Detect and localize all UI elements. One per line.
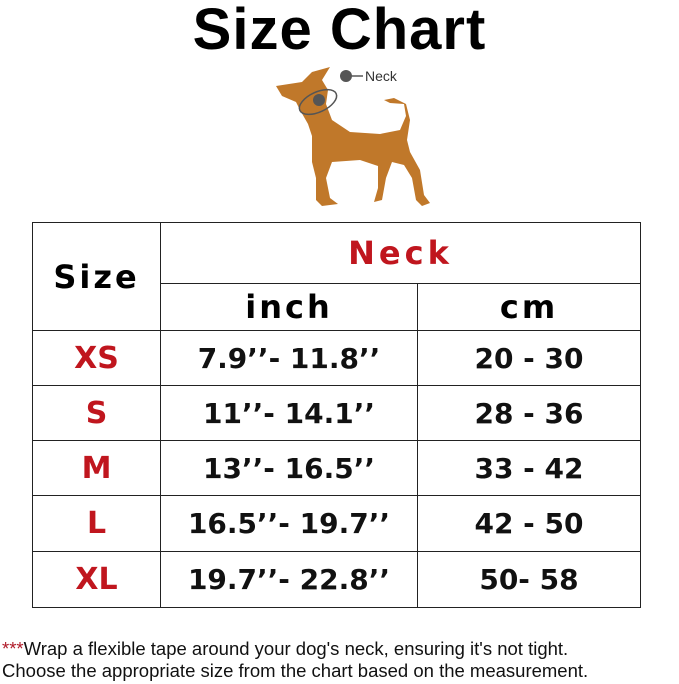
size-cell: XS <box>32 330 161 386</box>
size-header: Size <box>32 222 161 331</box>
inch-cell: 16.5’’- 19.7’’ <box>160 495 418 552</box>
size-cell: L <box>32 495 161 552</box>
inch-cell: 19.7’’- 22.8’’ <box>160 551 418 608</box>
cm-cell: 33 - 42 <box>417 440 641 496</box>
table-row: S 11’’- 14.1’’ 28 - 36 <box>32 385 641 441</box>
table-row: M 13’’- 16.5’’ 33 - 42 <box>32 440 641 496</box>
table-row: XL 19.7’’- 22.8’’ 50- 58 <box>32 551 641 608</box>
size-cell: M <box>32 440 161 496</box>
inch-cell: 13’’- 16.5’’ <box>160 440 418 496</box>
neck-marker-icon <box>313 94 325 106</box>
cm-cell: 50- 58 <box>417 551 641 608</box>
measurement-note: ***Wrap a flexible tape around your dog'… <box>2 638 588 682</box>
dog-illustration <box>276 67 430 206</box>
note-line-2: Choose the appropriate size from the cha… <box>2 660 589 681</box>
inch-cell: 11’’- 14.1’’ <box>160 385 418 441</box>
cm-header: cm <box>417 283 641 331</box>
neck-header: Neck <box>160 222 641 284</box>
size-cell: XL <box>32 551 161 608</box>
cm-cell: 20 - 30 <box>417 330 641 386</box>
note-line-1: Wrap a flexible tape around your dog's n… <box>23 638 569 659</box>
table-row: L 16.5’’- 19.7’’ 42 - 50 <box>32 495 641 552</box>
size-table: Size Neck inch cm XS 7.9’’- 11.8’’ 20 - … <box>32 222 641 608</box>
neck-marker-label: Neck <box>365 68 397 84</box>
size-cell: S <box>32 385 161 441</box>
cm-cell: 28 - 36 <box>417 385 641 441</box>
page-title: Size Chart <box>192 0 487 62</box>
table-row: XS 7.9’’- 11.8’’ 20 - 30 <box>32 330 641 386</box>
note-stars: *** <box>2 638 24 659</box>
dog-silhouette <box>276 67 430 206</box>
cm-cell: 42 - 50 <box>417 495 641 552</box>
inch-cell: 7.9’’- 11.8’’ <box>160 330 418 386</box>
inch-header: inch <box>160 283 418 331</box>
